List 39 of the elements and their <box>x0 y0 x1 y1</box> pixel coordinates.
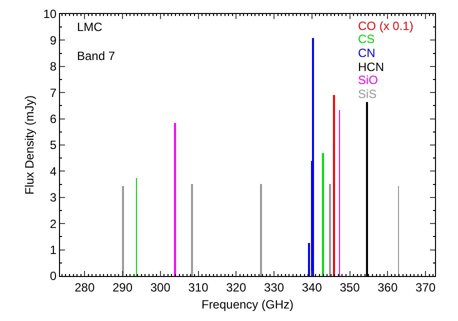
y-tick-label: 2 <box>50 216 57 231</box>
bar <box>260 184 262 276</box>
y-tick-label: 1 <box>50 243 57 257</box>
bar <box>122 186 124 276</box>
x-tick-label: 290 <box>112 280 133 294</box>
y-tick-label: 9 <box>50 33 57 48</box>
x-tick-label: 350 <box>340 280 360 294</box>
x-tick-label: 360 <box>378 280 398 294</box>
bar <box>191 184 193 276</box>
y-tick-label: 3 <box>50 190 57 205</box>
text: SiS <box>358 87 377 101</box>
bar <box>174 123 176 276</box>
y-tick-label: 6 <box>50 112 57 126</box>
text: CS <box>358 32 375 46</box>
x-tick-label: 280 <box>74 280 95 294</box>
bar <box>322 153 324 276</box>
y-axis-title: Flux Density (mJy) <box>22 95 37 195</box>
bar <box>312 38 314 276</box>
y-tick-label: 7 <box>50 86 57 100</box>
y-tick-label: 8 <box>50 60 57 74</box>
text: CO (x 0.1) <box>358 19 414 33</box>
y-tick-label: 0 <box>50 269 57 284</box>
x-tick-label: 310 <box>188 280 209 294</box>
x-tick-label: 300 <box>150 280 171 294</box>
text: HCN <box>358 60 384 74</box>
x-axis-title: Frequency (GHz) <box>201 297 294 312</box>
x-tick-label: 330 <box>264 280 284 294</box>
text: SiO <box>358 73 378 87</box>
x-tick-label: 340 <box>302 280 322 294</box>
bar <box>329 184 331 276</box>
y-tick-label: 10 <box>43 7 57 22</box>
x-tick-label: 320 <box>226 280 246 294</box>
annotation: LMC <box>77 20 103 34</box>
bar <box>333 95 335 276</box>
y-tick-label: 5 <box>50 138 57 152</box>
y-tick-label: 4 <box>50 164 57 178</box>
x-tick-label: 370 <box>416 280 436 294</box>
annotation: Band 7 <box>77 49 116 63</box>
text: CN <box>358 46 376 60</box>
